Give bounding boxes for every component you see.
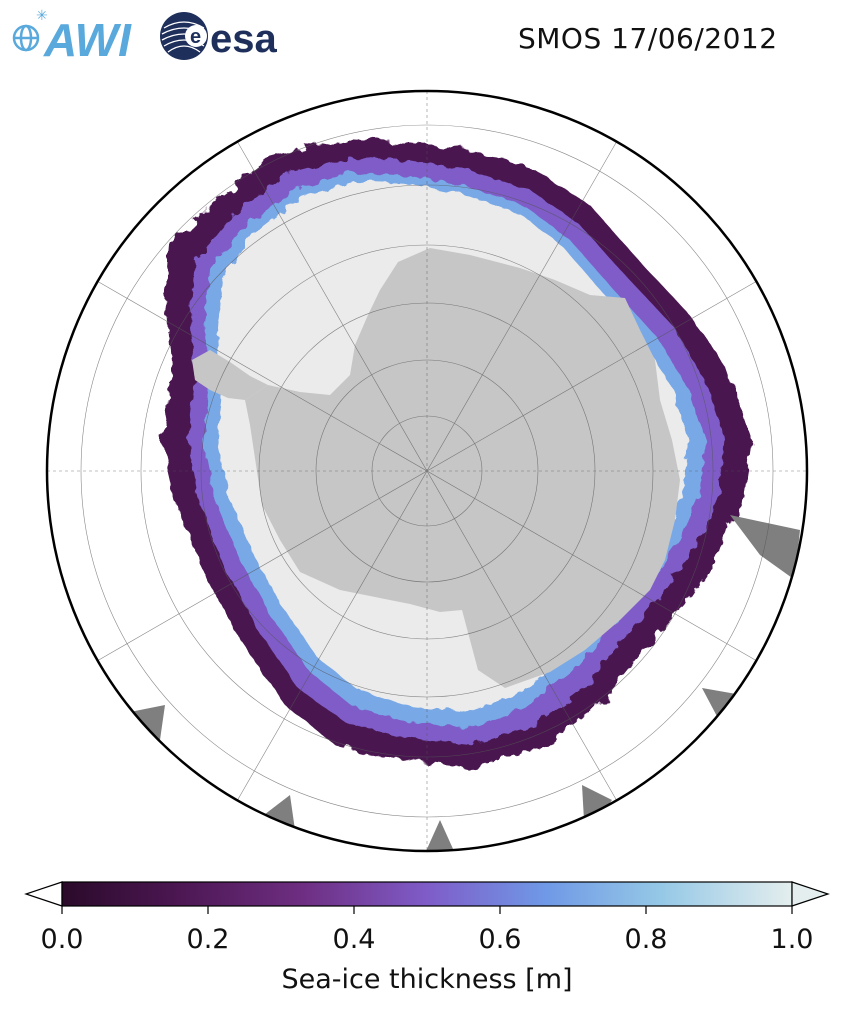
- map-title: SMOS 17/06/2012: [518, 22, 778, 55]
- awi-star-icon: ✳: [36, 8, 48, 24]
- graticule: [47, 91, 807, 851]
- antarctica: [245, 248, 680, 688]
- colorbar-tick-label: 0.8: [624, 924, 668, 955]
- esa-logo-text: esa: [210, 17, 277, 61]
- colorbar-extend-min: [24, 881, 63, 907]
- colorbar-tick-label: 0.6: [478, 924, 522, 955]
- awi-globe-icon: [12, 24, 40, 52]
- esa-emblem-icon: e: [160, 12, 208, 60]
- antarctic-peninsula: [192, 350, 268, 400]
- land-south-america-tip: [130, 705, 165, 745]
- colorbar-tick-label: 1.0: [770, 924, 814, 955]
- colorbar: [24, 881, 830, 914]
- awi-logo: ✳ AWI: [12, 8, 132, 64]
- awi-logo-text: AWI: [43, 14, 132, 64]
- land-tasmania: [730, 515, 800, 580]
- colorbar-tick-label: 0.4: [332, 924, 376, 955]
- colorbar-label: Sea-ice thickness [m]: [281, 964, 573, 995]
- svg-text:e: e: [190, 26, 201, 48]
- map-boundary: [45, 89, 809, 853]
- colorbar-tick-label: 0.0: [40, 924, 84, 955]
- colorbar-tick-label: 0.2: [186, 924, 230, 955]
- colorbar-extend-max: [791, 881, 830, 907]
- esa-logo: e esa: [160, 12, 277, 61]
- colorbar-gradient: [61, 881, 793, 907]
